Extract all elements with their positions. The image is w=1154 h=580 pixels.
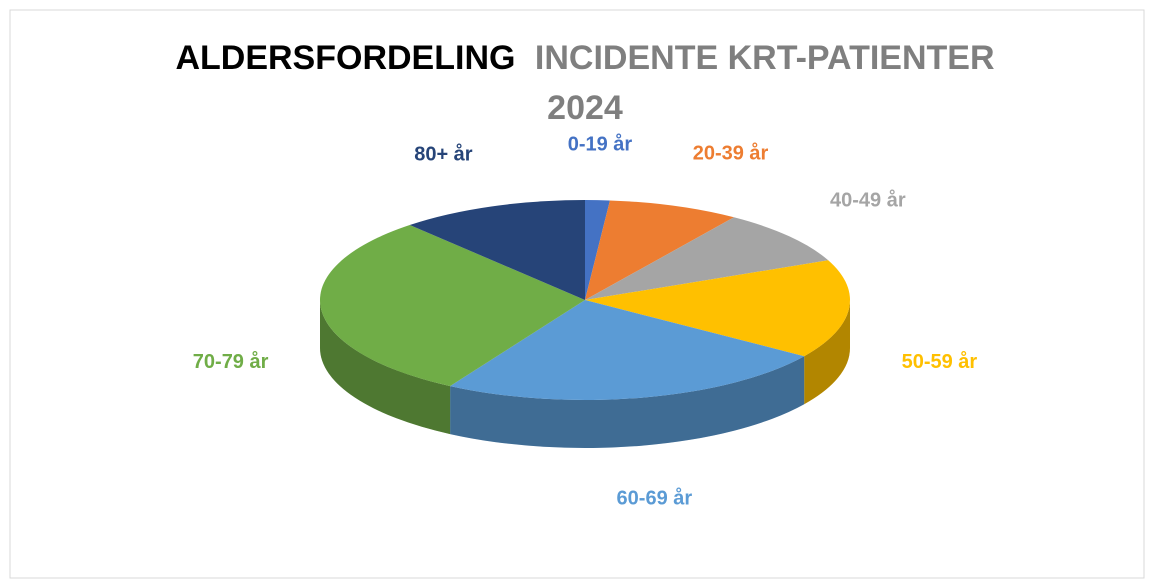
slice [409, 200, 585, 300]
slice-side [320, 300, 451, 435]
data-label: 40-49 år [830, 188, 906, 211]
data-label: 60-69 år [617, 487, 693, 510]
data-label: 20-39 år [693, 141, 769, 164]
slice-side [450, 356, 805, 448]
slice [585, 217, 829, 300]
title-part: ALDERSFORDELING [175, 39, 515, 77]
side-shade [804, 300, 850, 405]
side-shade [320, 300, 451, 435]
slice [450, 300, 805, 400]
title-part: INCIDENTE KRT-PATIENTER [535, 39, 995, 77]
data-label: 80+ år [414, 142, 473, 165]
slice [585, 200, 610, 300]
chart-title: ALDERSFORDELING INCIDENTE KRT-PATIENTER [175, 39, 994, 77]
slice [585, 260, 850, 357]
slice-side [804, 300, 850, 405]
chart-title: 2024 [547, 89, 623, 127]
data-label: 70-79 år [193, 350, 269, 373]
data-label: 0-19 år [568, 132, 633, 155]
data-label: 50-59 år [902, 350, 978, 373]
side-shade [450, 356, 805, 448]
slice [585, 200, 734, 300]
slice [320, 224, 585, 387]
